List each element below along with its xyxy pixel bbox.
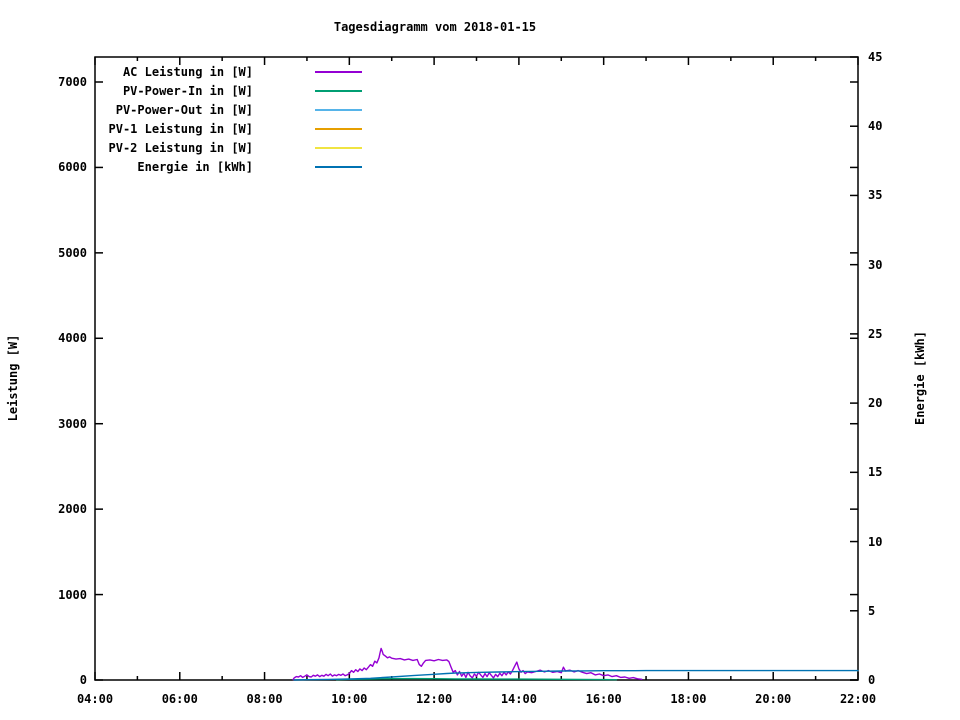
x-tick-label: 08:00 (246, 692, 283, 706)
x-tick-label: 04:00 (76, 692, 114, 706)
series-energie-in-kwh (293, 669, 859, 681)
y-right-tick-label: 25 (868, 326, 883, 341)
y-left-tick-label: 6000 (58, 160, 87, 175)
y-left-tick-label: 4000 (58, 331, 87, 346)
x-tick-label: 18:00 (670, 692, 707, 706)
x-tick-label: 16:00 (585, 692, 622, 706)
y-right-axis-label: Energie [kWh] (913, 331, 927, 425)
legend-label: PV-Power-Out in [W] (115, 103, 253, 117)
series-pv-power-in-in-w (335, 677, 618, 681)
legend-label: PV-2 Leistung in [W] (108, 141, 254, 155)
y-right-tick-label: 35 (868, 188, 883, 203)
legend-line-sample (315, 71, 362, 73)
y-right-tick-label: 45 (868, 50, 883, 64)
x-tick-label: 10:00 (331, 692, 368, 706)
y-left-axis-label: Leistung [W] (6, 334, 20, 422)
chart-title: Tagesdiagramm vom 2018-01-15 (333, 20, 537, 34)
series-ac-leistung-in-w (292, 647, 643, 681)
legend-label: Energie in [kWh] (137, 160, 253, 174)
y-left-tick-label: 3000 (58, 416, 87, 431)
y-left-tick-label: 7000 (58, 75, 87, 89)
y-right-tick-label: 40 (868, 119, 883, 134)
legend-line-sample (315, 128, 362, 130)
y-left-tick-label: 1000 (58, 587, 87, 602)
y-right-tick-label: 20 (868, 396, 883, 411)
legend-line-sample (315, 109, 362, 111)
legend-line-sample (315, 147, 362, 149)
y-right-tick-label: 30 (868, 257, 883, 272)
y-left-tick-label: 5000 (58, 245, 87, 260)
x-tick-label: 14:00 (500, 692, 537, 706)
legend-label: PV-1 Leistung in [W] (108, 122, 254, 136)
x-tick-label: 12:00 (416, 692, 453, 706)
y-right-tick-label: 10 (868, 534, 883, 549)
y-right-tick-label: 15 (868, 465, 883, 480)
x-tick-label: 06:00 (161, 692, 198, 706)
x-tick-label: 22:00 (839, 692, 877, 706)
legend-line-sample (315, 166, 362, 168)
y-left-tick-label: 2000 (58, 502, 87, 517)
y-left-tick-label: 0 (79, 673, 87, 687)
y-right-tick-label: 0 (868, 673, 876, 687)
x-tick-label: 20:00 (755, 692, 792, 706)
legend-label: AC Leistung in [W] (122, 65, 253, 79)
y-right-tick-label: 5 (868, 603, 876, 618)
legend-label: PV-Power-In in [W] (122, 84, 253, 98)
legend-line-sample (315, 90, 362, 92)
